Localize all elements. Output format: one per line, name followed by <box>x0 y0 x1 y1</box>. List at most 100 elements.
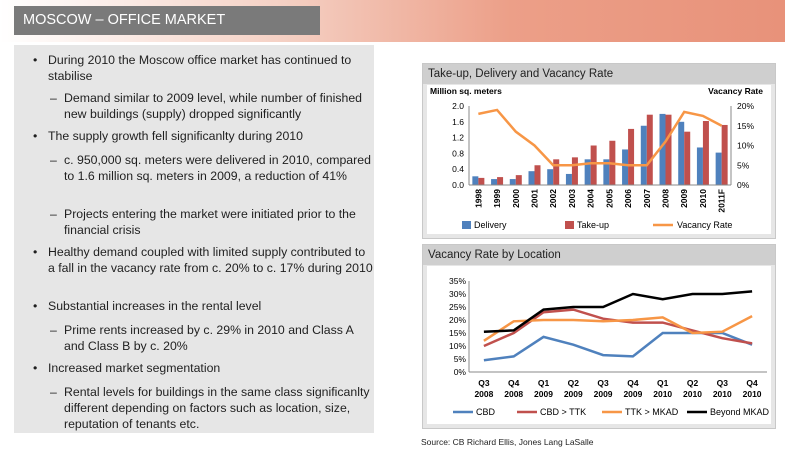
x-tick-label: 1998 <box>473 189 483 208</box>
x-tick-label-quarter: Q2 <box>687 378 699 388</box>
legend-label: CBD <box>476 407 496 417</box>
y-tick-label: 30% <box>449 289 466 299</box>
bullet-marker: • <box>33 129 38 143</box>
bar-delivery <box>678 121 685 185</box>
bullet-item: • Healthy demand coupled with limited sup… <box>33 244 374 276</box>
x-tick-label-year: 2010 <box>743 389 762 399</box>
y-tick-label: 20% <box>449 315 466 325</box>
y-tick-label: 15% <box>449 328 466 338</box>
y-tick-label-left: 1.6 <box>452 117 464 127</box>
bullet-text: Projects entering the market were initia… <box>64 207 356 237</box>
x-tick-label-year: 2009 <box>623 389 642 399</box>
bar-takeup <box>721 124 728 185</box>
bar-delivery <box>659 113 666 185</box>
x-tick-label-year: 2010 <box>653 389 672 399</box>
chart-area: 0% 5% 10% 15% 20% 25% 30% 35% Q3 2008 Q4 2008 Q1 2009… <box>427 266 771 424</box>
bullet-marker: • <box>33 245 38 259</box>
line-vacancy-rate <box>478 108 723 167</box>
bullet-text: c. 950,000 sq. meters were delivered in … <box>64 153 371 183</box>
bullet-marker: – <box>50 153 57 167</box>
legend-label-delivery: Delivery <box>474 220 507 230</box>
bar-delivery <box>472 176 479 185</box>
bullet-text: During 2010 the Moscow office market has… <box>48 53 352 83</box>
y-tick-label-left: 0.8 <box>452 148 464 158</box>
takeup-chart: Million sq. meters Vacancy Rate 0.0 0.4 0.8 1… <box>430 86 763 230</box>
x-tick-label: 2011F <box>717 189 727 213</box>
bar-delivery <box>547 169 554 185</box>
bullet-marker: – <box>50 207 57 221</box>
x-tick-label-year: 2008 <box>474 389 493 399</box>
legend-label-takeup: Take-up <box>577 220 609 230</box>
y-tick-label-right: 5% <box>737 160 750 170</box>
bullet-text: Increased market segmentation <box>48 361 221 375</box>
bar-takeup <box>628 128 635 185</box>
x-tick-label-year: 2008 <box>504 389 523 399</box>
x-tick-label: 2003 <box>567 189 577 208</box>
series-line <box>483 308 753 348</box>
series-line <box>483 331 753 362</box>
bar-delivery <box>715 152 722 185</box>
bullet-text: Prime rents increased by c. 29% in 2010 … <box>64 323 354 353</box>
x-tick-label-quarter: Q1 <box>538 378 550 388</box>
bar-takeup <box>553 159 560 185</box>
bar-takeup <box>534 165 541 185</box>
y-tick-label-left: 0.0 <box>452 180 464 190</box>
series-line <box>483 290 753 333</box>
x-tick-label: 2009 <box>679 189 689 208</box>
x-tick-label-quarter: Q3 <box>597 378 609 388</box>
sub-bullet-item: – c. 950,000 sq. meters were delivered in… <box>50 152 372 184</box>
bar-takeup <box>571 157 578 185</box>
bullet-panel: • During 2010 the Moscow office market ha… <box>14 45 374 433</box>
bullet-marker: – <box>50 323 57 337</box>
bullet-item: • Substantial increases in the rental lev… <box>33 298 374 314</box>
legend-label: Beyond MKAD <box>710 407 770 417</box>
bullet-marker: – <box>50 91 57 105</box>
x-tick-label-quarter: Q4 <box>627 378 639 388</box>
x-tick-label: 2005 <box>604 189 614 208</box>
x-tick-label-year: 2009 <box>534 389 553 399</box>
x-tick-label-quarter: Q2 <box>568 378 580 388</box>
title-box: MOSCOW – OFFICE MARKET <box>14 6 320 35</box>
x-tick-label: 2008 <box>661 189 671 208</box>
sub-bullet-item: – Projects entering the market were initi… <box>50 206 372 238</box>
x-tick-label: 1999 <box>492 189 502 208</box>
x-tick-label-quarter: Q3 <box>478 378 490 388</box>
y-tick-label-right: 20% <box>737 101 754 111</box>
legend-label-vacancy: Vacancy Rate <box>677 220 732 230</box>
bullet-marker: • <box>33 361 38 375</box>
y-tick-label-right: 10% <box>737 141 754 151</box>
y-axis-label-left: Million sq. meters <box>430 86 502 96</box>
x-tick-label: 2006 <box>623 189 633 208</box>
bullet-text: The supply growth fell significanlty dur… <box>48 129 303 143</box>
bullet-item: • The supply growth fell significanlty du… <box>33 128 374 144</box>
bar-takeup <box>478 177 485 185</box>
bar-takeup <box>684 131 691 185</box>
bar-delivery <box>622 149 629 185</box>
bullet-text: Rental levels for buildings in the same … <box>64 385 370 431</box>
x-tick-label-year: 2009 <box>564 389 583 399</box>
chart-panel-vacancy: Vacancy Rate by Location 0% 5% 10% 15% 20% 25… <box>422 244 776 429</box>
legend-swatch-takeup <box>565 221 574 229</box>
source-note: Source: CB Richard Ellis, Jones Lang LaS… <box>421 437 594 447</box>
bar-takeup <box>665 114 672 185</box>
x-tick-label: 2007 <box>642 189 652 208</box>
legend-swatch-delivery <box>462 221 471 229</box>
bar-delivery <box>509 179 516 185</box>
sub-bullet-item: – Prime rents increased by c. 29% in 2010… <box>50 322 372 354</box>
series-line <box>483 314 753 342</box>
x-tick-label-quarter: Q3 <box>717 378 729 388</box>
y-tick-label-left: 1.2 <box>452 133 464 143</box>
x-tick-label: 2001 <box>530 189 540 208</box>
vacancy-chart: 0%5%10%15%20%25%30%35%Q32008Q42008Q12009… <box>449 276 770 417</box>
bar-delivery <box>491 179 498 185</box>
sub-bullet-item: – Demand similar to 2009 level, while num… <box>50 90 372 122</box>
y-axis-label-right: Vacancy Rate <box>708 86 763 96</box>
x-tick-label: 2000 <box>511 189 521 208</box>
bar-delivery <box>528 171 535 185</box>
bar-takeup <box>497 177 504 185</box>
chart-area: Million sq. meters Vacancy Rate 0.0 0.4 0.8 1… <box>427 85 771 234</box>
bullet-text: Demand similar to 2009 level, while numb… <box>64 91 363 121</box>
bar-delivery <box>584 159 591 185</box>
x-tick-label-quarter: Q4 <box>508 378 520 388</box>
bullet-item: • Increased market segmentation <box>33 360 374 376</box>
